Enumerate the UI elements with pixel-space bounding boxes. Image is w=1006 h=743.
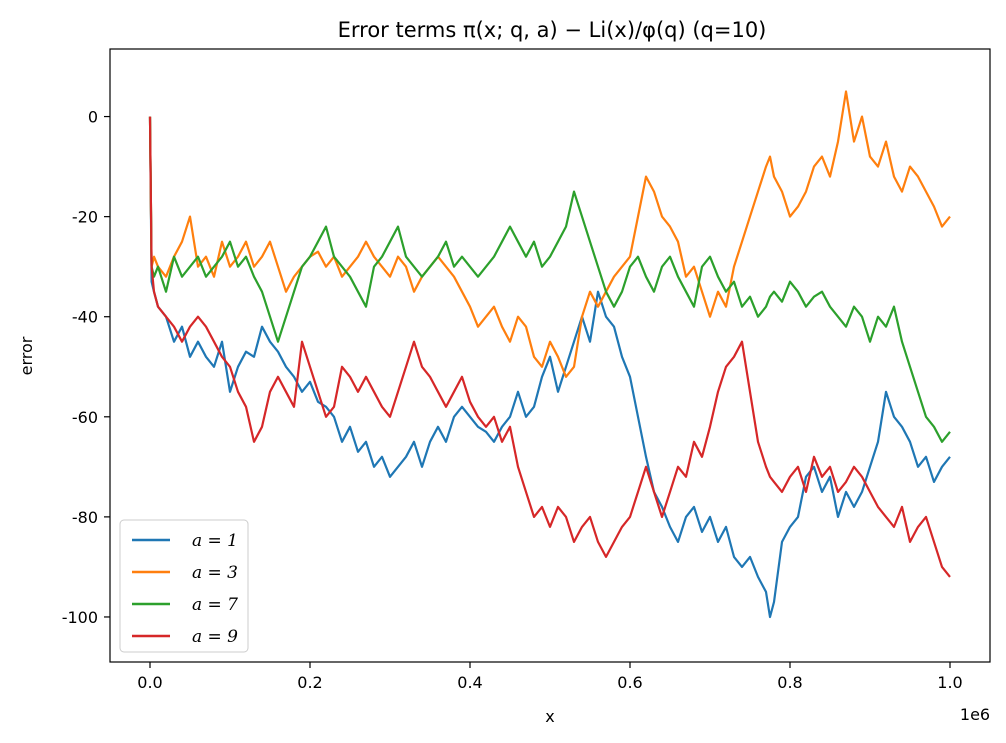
legend-label-1: a = 1 bbox=[192, 531, 238, 551]
y-tick-label: -20 bbox=[72, 208, 98, 227]
y-axis: 0 -20 -40 -60 -80 -100 bbox=[62, 108, 110, 627]
y-tick-label: -100 bbox=[62, 608, 98, 627]
x-tick-label: 0.4 bbox=[457, 673, 482, 692]
y-tick-label: -80 bbox=[72, 508, 98, 527]
x-axis-label: x bbox=[545, 707, 554, 726]
y-axis-label: error bbox=[17, 336, 36, 375]
x-tick-label: 1.0 bbox=[937, 673, 962, 692]
y-tick-label: -60 bbox=[72, 408, 98, 427]
x-axis-offset-label: 1e6 bbox=[960, 705, 990, 724]
plot-area bbox=[148, 90, 951, 619]
legend-label-3: a = 7 bbox=[192, 595, 238, 615]
series-line-3 bbox=[148, 116, 951, 443]
series-line-4 bbox=[148, 116, 951, 578]
x-tick-label: 0.0 bbox=[137, 673, 162, 692]
x-tick-label: 0.6 bbox=[617, 673, 642, 692]
y-tick-label: 0 bbox=[88, 108, 98, 127]
series-line-1 bbox=[148, 116, 951, 619]
x-tick-label: 0.2 bbox=[297, 673, 322, 692]
chart-title: Error terms π(x; q, a) − Li(x)/φ(q) (q=1… bbox=[338, 18, 767, 42]
x-axis: 0.0 0.2 0.4 0.6 0.8 1.0 bbox=[137, 662, 963, 692]
series-line-2 bbox=[148, 90, 951, 378]
legend-label-2: a = 3 bbox=[192, 563, 238, 583]
x-tick-label: 0.8 bbox=[777, 673, 802, 692]
legend-box bbox=[119, 519, 249, 653]
legend: a = 1 a = 3 a = 7 a = 9 bbox=[119, 519, 249, 653]
legend-label-4: a = 9 bbox=[192, 627, 238, 647]
plot-frame bbox=[109, 48, 991, 663]
y-tick-label: -40 bbox=[72, 308, 98, 327]
